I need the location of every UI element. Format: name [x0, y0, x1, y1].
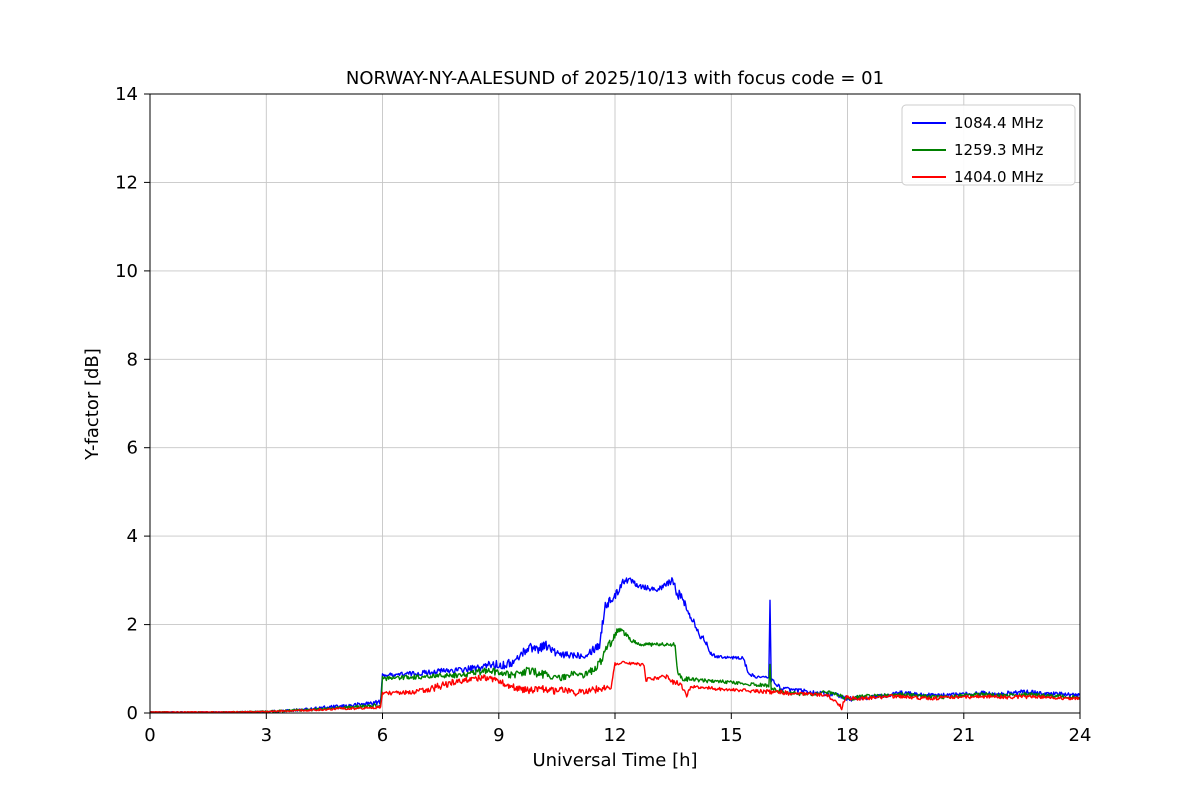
- x-tick-label: 21: [952, 725, 975, 746]
- x-tick-label: 9: [493, 725, 504, 746]
- y-tick-label: 12: [115, 172, 138, 193]
- legend-label: 1259.3 MHz: [954, 141, 1043, 159]
- y-tick-label: 8: [127, 349, 138, 370]
- legend-entry-1259-3-mhz: 1259.3 MHz: [912, 141, 1043, 159]
- legend-entry-1404-0-mhz: 1404.0 MHz: [912, 168, 1043, 186]
- y-tick-label: 14: [115, 84, 138, 105]
- legend-label: 1404.0 MHz: [954, 168, 1043, 186]
- grid: [149, 93, 1081, 714]
- series-lines: [150, 577, 1080, 713]
- y-tick-label: 0: [127, 703, 138, 724]
- y-tick-label: 6: [127, 438, 138, 459]
- x-tick-label: 18: [836, 725, 859, 746]
- x-tick-label: 6: [377, 725, 388, 746]
- x-tick-label: 24: [1069, 725, 1092, 746]
- x-tick-label: 0: [144, 725, 155, 746]
- y-axis-label: Y-factor [dB]: [82, 348, 103, 461]
- series-line-1404-0-mhz: [150, 660, 1080, 713]
- legend-entry-1084-4-mhz: 1084.4 MHz: [912, 114, 1043, 132]
- legend-box: [901, 104, 1076, 186]
- x-tick-label: 15: [720, 725, 743, 746]
- chart-title: NORWAY-NY-AALESUND of 2025/10/13 with fo…: [346, 68, 884, 89]
- y-tick-label: 4: [127, 526, 138, 547]
- y-tick-label: 10: [115, 261, 138, 282]
- legend-label: 1084.4 MHz: [954, 114, 1043, 132]
- x-axis-label: Universal Time [h]: [532, 750, 697, 771]
- x-tick-label: 3: [261, 725, 272, 746]
- legend: 1084.4 MHz 1259.3 MHz 1404.0 MHz: [901, 104, 1076, 186]
- x-tick-label: 12: [604, 725, 627, 746]
- y-tick-label: 2: [127, 615, 138, 636]
